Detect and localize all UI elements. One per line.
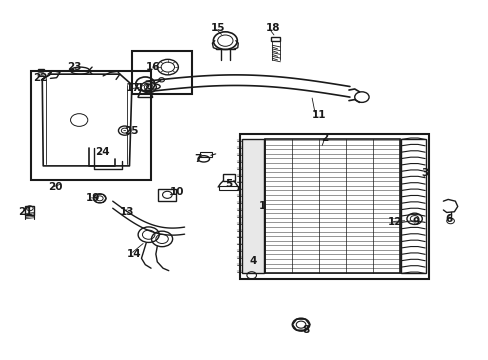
Bar	[38, 68, 43, 71]
Bar	[242, 139, 263, 274]
Bar	[400, 139, 425, 274]
Bar	[158, 189, 176, 201]
Text: 8: 8	[302, 325, 308, 335]
Bar	[264, 139, 399, 274]
Text: 21: 21	[18, 207, 33, 217]
Text: 24: 24	[95, 147, 109, 157]
Text: 19: 19	[85, 193, 100, 203]
Text: 2: 2	[321, 133, 328, 143]
Text: 25: 25	[123, 126, 138, 136]
Text: 3: 3	[421, 168, 428, 178]
Text: 1: 1	[258, 202, 265, 211]
Text: 10: 10	[170, 187, 184, 197]
Text: 22: 22	[33, 73, 47, 83]
Text: 11: 11	[311, 110, 325, 120]
Text: 7: 7	[194, 154, 201, 164]
Text: 5: 5	[225, 179, 232, 189]
Bar	[218, 186, 237, 190]
Text: 12: 12	[137, 83, 151, 93]
Text: 6: 6	[445, 214, 452, 224]
Text: 18: 18	[265, 23, 280, 33]
Text: 20: 20	[48, 182, 62, 192]
Bar	[31, 71, 151, 180]
Text: 12: 12	[387, 217, 402, 227]
Bar	[271, 37, 280, 41]
Text: 9: 9	[411, 217, 419, 227]
Bar	[25, 206, 34, 215]
Text: 15: 15	[210, 23, 225, 33]
Text: 23: 23	[67, 62, 81, 72]
Text: 4: 4	[249, 256, 256, 266]
Bar	[239, 134, 428, 279]
Bar	[200, 152, 212, 157]
Text: 14: 14	[127, 249, 142, 259]
Text: 17: 17	[125, 83, 140, 93]
Bar	[223, 174, 234, 181]
Text: 13: 13	[120, 207, 134, 217]
Bar	[132, 51, 191, 94]
Text: 16: 16	[146, 62, 161, 72]
